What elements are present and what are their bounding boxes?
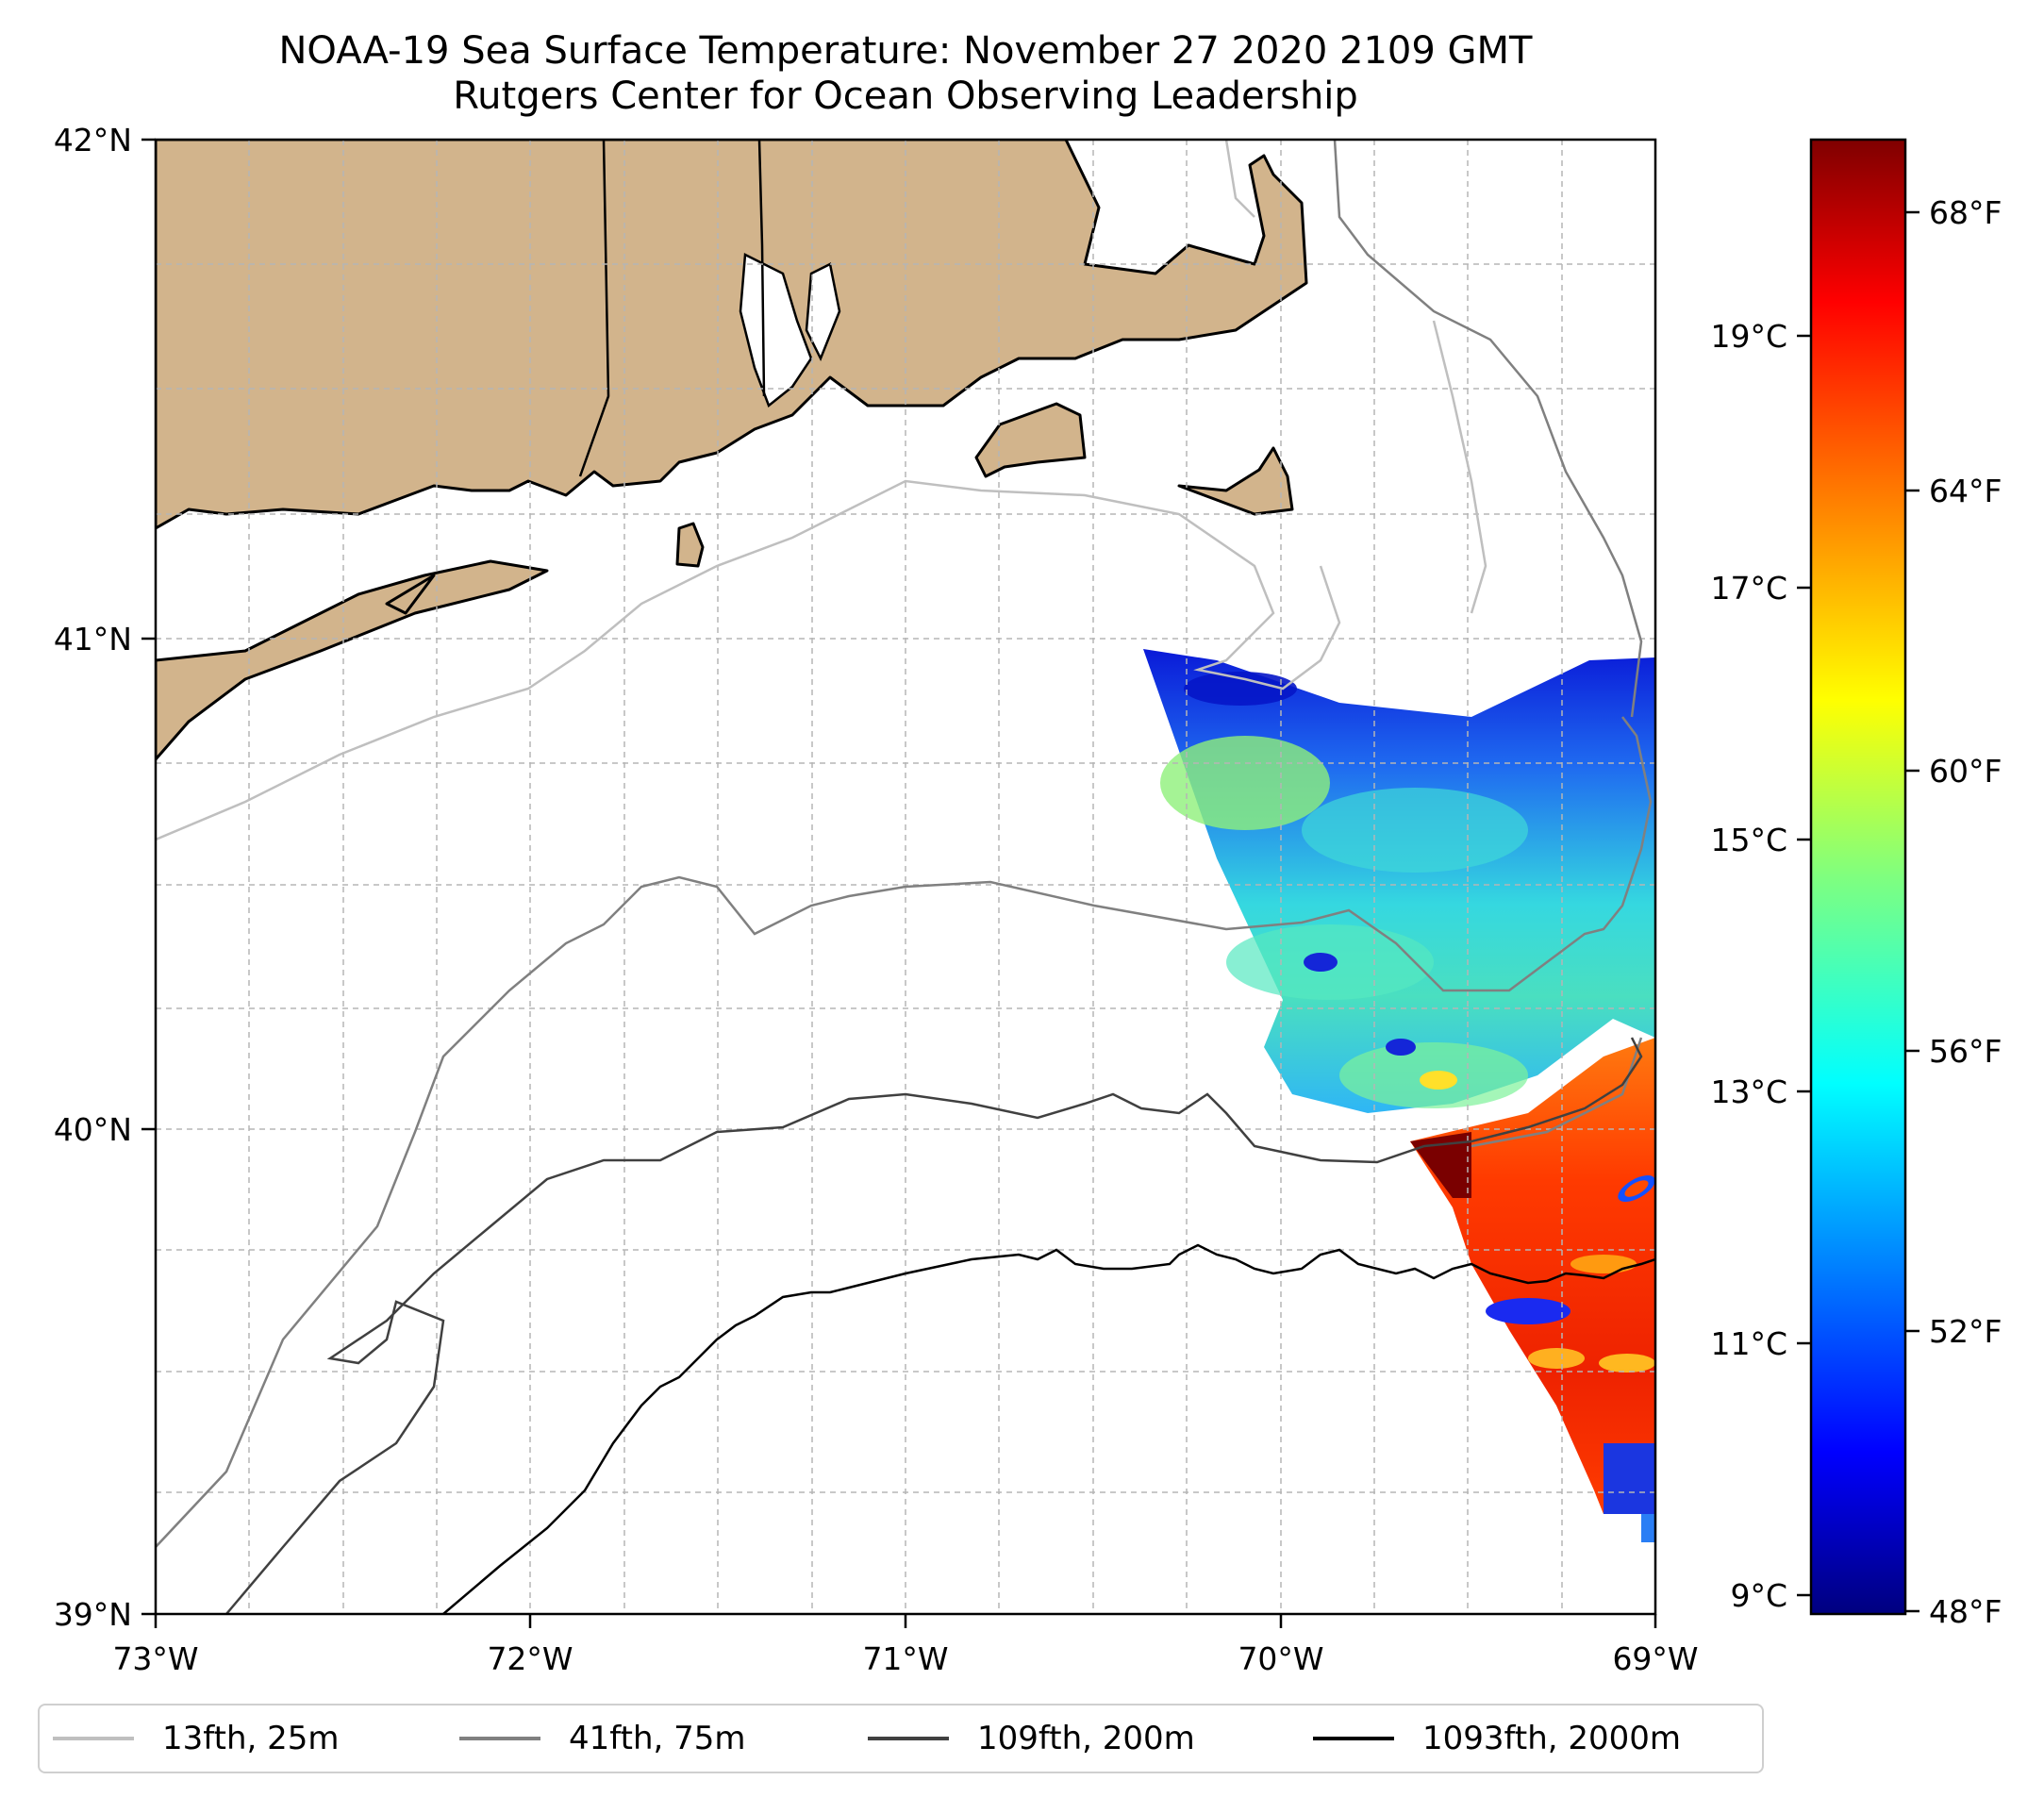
colorbar-celsius-label: 15°C bbox=[1710, 822, 1787, 858]
colorbar-celsius-label: 9°C bbox=[1730, 1577, 1787, 1614]
legend-item-75m: 41fth, 75m bbox=[459, 1705, 746, 1772]
colorbar-fahrenheit-label: 60°F bbox=[1929, 753, 2002, 790]
colorbar-fahrenheit-label: 52°F bbox=[1929, 1313, 2002, 1350]
colorbar-fahrenheit-label: 64°F bbox=[1929, 473, 2002, 509]
legend-swatch bbox=[1313, 1737, 1394, 1740]
lat-label: 42°N bbox=[54, 122, 132, 158]
state-borders bbox=[578, 140, 766, 477]
lon-label: 72°W bbox=[487, 1640, 573, 1677]
legend-swatch bbox=[53, 1737, 134, 1740]
title-line-1: NOAA-19 Sea Surface Temperature: Novembe… bbox=[278, 29, 1533, 73]
lon-label: 69°W bbox=[1612, 1640, 1698, 1677]
lat-tick-marks bbox=[141, 138, 156, 1616]
lat-label: 39°N bbox=[54, 1596, 132, 1633]
legend-label: 109fth, 200m bbox=[977, 1720, 1195, 1757]
colorbar: 19°C 17°C 15°C 13°C 11°C 9°C 68°F 64°F 6… bbox=[1710, 138, 2002, 1630]
legend-label: 1093fth, 2000m bbox=[1422, 1720, 1682, 1757]
legend-item-200m: 109fth, 200m bbox=[868, 1705, 1195, 1772]
isobath-legend: 13fth, 25m 41fth, 75m 109fth, 200m 1093f… bbox=[38, 1704, 1764, 1773]
sst-swath bbox=[1143, 649, 1655, 1542]
colorbar-celsius-ticks bbox=[1797, 334, 1811, 1597]
coastline-land bbox=[156, 140, 1308, 761]
colorbar-celsius-label: 17°C bbox=[1710, 570, 1787, 607]
colorbar-fahrenheit-label: 48°F bbox=[1929, 1593, 2002, 1630]
lon-tick-marks bbox=[154, 1614, 1657, 1628]
colorbar-fahrenheit-ticks bbox=[1905, 210, 1919, 1613]
colorbar-celsius-label: 19°C bbox=[1710, 318, 1787, 355]
legend-swatch bbox=[868, 1737, 949, 1740]
lat-label: 40°N bbox=[54, 1111, 132, 1148]
colorbar-fahrenheit-label: 68°F bbox=[1929, 194, 2002, 231]
legend-item-2000m: 1093fth, 2000m bbox=[1313, 1705, 1681, 1772]
colorbar-fahrenheit-label: 56°F bbox=[1929, 1033, 2002, 1070]
lon-label: 73°W bbox=[112, 1640, 198, 1677]
title-line-2: Rutgers Center for Ocean Observing Leade… bbox=[453, 75, 1358, 118]
colorbar-celsius-label: 11°C bbox=[1710, 1325, 1787, 1362]
isobath-75m bbox=[156, 140, 1653, 1548]
lon-label: 70°W bbox=[1238, 1640, 1323, 1677]
map-title: NOAA-19 Sea Surface Temperature: Novembe… bbox=[0, 28, 1811, 119]
legend-label: 13fth, 25m bbox=[162, 1720, 340, 1757]
lat-label: 41°N bbox=[54, 621, 132, 657]
isobath-25m bbox=[156, 140, 1487, 841]
legend-item-25m: 13fth, 25m bbox=[53, 1705, 340, 1772]
colorbar-gradient bbox=[1809, 138, 1907, 1616]
isobath-2000m bbox=[442, 1243, 1655, 1614]
legend-label: 41fth, 75m bbox=[569, 1720, 746, 1757]
legend-swatch bbox=[459, 1737, 540, 1740]
lon-label: 71°W bbox=[862, 1640, 948, 1677]
colorbar-celsius-label: 13°C bbox=[1710, 1073, 1787, 1110]
isobath-200m bbox=[225, 1037, 1643, 1614]
